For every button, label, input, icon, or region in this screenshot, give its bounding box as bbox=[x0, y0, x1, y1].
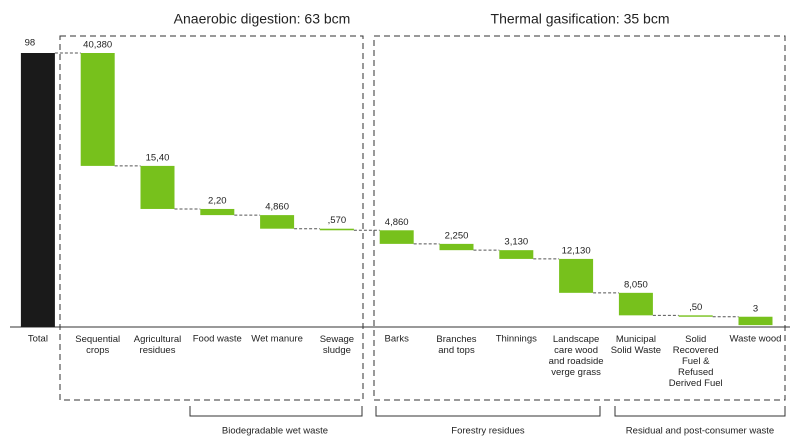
bar bbox=[140, 165, 175, 209]
x-tick-label: Agricultural residues bbox=[134, 334, 182, 356]
value-label: 4,860 bbox=[385, 217, 409, 228]
x-tick-label: Sewage sludge bbox=[320, 334, 354, 356]
bar bbox=[738, 316, 773, 326]
x-tick-label: Solid Recovered Fuel & Refused Derived Fuel bbox=[669, 334, 723, 389]
total-bar bbox=[20, 53, 55, 327]
bar bbox=[200, 208, 235, 216]
value-label: 8,050 bbox=[624, 279, 648, 290]
value-label: ,570 bbox=[328, 215, 347, 226]
value-label: ,50 bbox=[689, 302, 702, 313]
x-tick-label: Waste wood bbox=[730, 334, 782, 345]
subgroup-label: Residual and post-consumer waste bbox=[626, 426, 774, 437]
group-title: Thermal gasification: 35 bcm bbox=[491, 11, 670, 27]
value-label: 15,40 bbox=[146, 152, 170, 163]
x-tick-label: Landscape care wood and roadside verge gras… bbox=[549, 334, 604, 378]
value-label: 40,380 bbox=[83, 40, 112, 51]
bar bbox=[618, 292, 653, 316]
x-tick-label: Thinnings bbox=[496, 334, 537, 345]
bracket bbox=[375, 406, 601, 417]
subgroup-label: Biodegradable wet waste bbox=[222, 426, 328, 437]
x-tick-label: Branches and tops bbox=[436, 334, 476, 356]
value-label: 3 bbox=[753, 303, 758, 314]
x-tick-label: Municipal Solid Waste bbox=[611, 334, 661, 356]
x-tick-label: Wet manure bbox=[251, 334, 303, 345]
x-tick-label: Sequential crops bbox=[75, 334, 120, 356]
value-label: 3,130 bbox=[504, 237, 528, 248]
bracket bbox=[614, 406, 786, 417]
value-label: 4,860 bbox=[265, 202, 289, 213]
subgroup-label: Forestry residues bbox=[451, 426, 525, 437]
value-label: 2,250 bbox=[445, 230, 469, 241]
x-tick-label: Total bbox=[28, 334, 48, 345]
group-box bbox=[373, 35, 786, 401]
bar bbox=[80, 53, 115, 166]
bracket bbox=[189, 406, 363, 417]
group-box bbox=[59, 35, 364, 401]
value-label: 12,130 bbox=[562, 245, 591, 256]
x-tick-label: Food waste bbox=[193, 334, 242, 345]
bar bbox=[260, 215, 295, 229]
bar bbox=[439, 243, 474, 251]
bar bbox=[678, 315, 713, 317]
x-tick-label: Barks bbox=[385, 334, 410, 345]
bar bbox=[379, 230, 414, 244]
bar bbox=[319, 228, 354, 231]
value-label: 2,20 bbox=[208, 195, 227, 206]
group-title: Anaerobic digestion: 63 bcm bbox=[174, 11, 351, 27]
bar bbox=[559, 258, 594, 293]
bar bbox=[499, 250, 534, 259]
total-label: 98 bbox=[25, 38, 36, 49]
